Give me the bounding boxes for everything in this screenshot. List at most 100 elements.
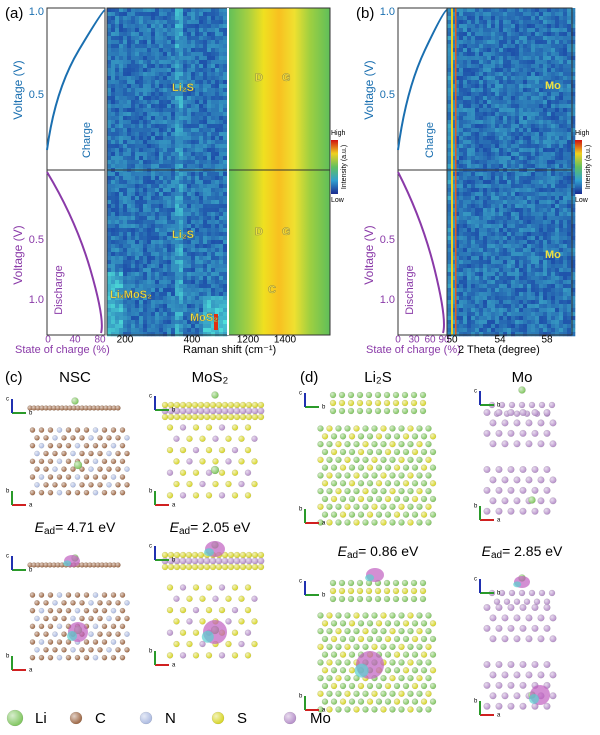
heat-cell (139, 104, 144, 109)
heat-cell (539, 176, 544, 181)
heat-cell (115, 176, 120, 181)
heat-cell (471, 60, 476, 65)
heat-cell (467, 96, 472, 101)
heat-cell (203, 228, 208, 233)
heat-cell (135, 36, 140, 41)
heat-cell (487, 332, 492, 337)
heat-cell (115, 132, 120, 137)
heat-cell (551, 316, 556, 321)
heat-cell (179, 52, 184, 57)
heat-cell (483, 92, 488, 97)
heat-cell (171, 128, 176, 133)
heat-cell (127, 60, 132, 65)
heat-cell (519, 28, 524, 33)
heat-cell (527, 156, 532, 161)
heat-cell (551, 120, 556, 125)
heat-cell (559, 148, 564, 153)
heat-cell (467, 144, 472, 149)
heat-cell (551, 100, 556, 105)
heat-cell (123, 80, 128, 85)
heat-cell (543, 20, 548, 25)
heat-cell (475, 260, 480, 265)
heat-cell (211, 12, 216, 17)
heat-cell (111, 208, 116, 213)
heat-cell (523, 176, 528, 181)
heat-cell (559, 132, 564, 137)
heat-cell (159, 276, 164, 281)
heat-cell (207, 80, 212, 85)
heat-cell (519, 304, 524, 309)
heat-cell (223, 200, 228, 205)
heat-cell (195, 40, 200, 45)
heat-cell (223, 244, 228, 249)
heat-cell (155, 276, 160, 281)
heat-cell (203, 324, 208, 329)
heat-cell (183, 104, 188, 109)
heat-cell (559, 204, 564, 209)
heat-cell (207, 304, 212, 309)
heat-cell (491, 240, 496, 245)
heat-cell (135, 252, 140, 257)
heat-cell (179, 128, 184, 133)
heatmap (447, 8, 576, 337)
heat-cell (151, 56, 156, 61)
heat-cell (199, 292, 204, 297)
heat-cell (143, 16, 148, 21)
heat-cell (559, 140, 564, 145)
heat-cell (191, 328, 196, 333)
heat-cell (175, 288, 180, 293)
heat-cell (459, 208, 464, 213)
heat-cell (207, 176, 212, 181)
heat-cell (211, 80, 216, 85)
heat-cell (535, 52, 540, 57)
heat-cell (183, 136, 188, 141)
heat-cell (127, 316, 132, 321)
heat-cell (471, 212, 476, 217)
heat-cell (547, 184, 552, 189)
heat-cell (531, 232, 536, 237)
heat-cell (155, 100, 160, 105)
heat-cell (455, 212, 460, 217)
heat-cell (219, 152, 224, 157)
heat-cell (491, 188, 496, 193)
heat-cell (175, 92, 180, 97)
heat-cell (111, 316, 116, 321)
heat-cell (175, 244, 180, 249)
heat-cell (491, 48, 496, 53)
heat-cell (203, 240, 208, 245)
heat-cell (151, 160, 156, 165)
heat-cell (563, 176, 568, 181)
heat-cell (463, 212, 468, 217)
heat-cell (451, 212, 456, 217)
heat-cell (131, 100, 136, 105)
heat-cell (219, 136, 224, 141)
heat-cell (547, 200, 552, 205)
heat-cell (151, 28, 156, 33)
heat-cell (219, 16, 224, 21)
heat-cell (511, 284, 516, 289)
heat-cell (115, 8, 120, 13)
heat-cell (203, 128, 208, 133)
heat-cell (183, 96, 188, 101)
heat-cell (523, 48, 528, 53)
heat-cell (495, 144, 500, 149)
heat-cell (523, 80, 528, 85)
heat-cell (467, 276, 472, 281)
heat-cell (519, 196, 524, 201)
heat-cell (527, 216, 532, 221)
heat-cell (451, 316, 456, 321)
heat-cell (183, 228, 188, 233)
heat-cell (563, 172, 568, 177)
heat-cell (535, 268, 540, 273)
heat-cell (115, 112, 120, 117)
heat-cell (163, 148, 168, 153)
heat-cell (459, 232, 464, 237)
heat-cell (223, 160, 228, 165)
heat-cell (187, 324, 192, 329)
heat-cell (203, 20, 208, 25)
heat-cell (455, 276, 460, 281)
heat-cell (219, 140, 224, 145)
heat-cell (519, 324, 524, 329)
heat-cell (131, 196, 136, 201)
heat-cell (491, 144, 496, 149)
